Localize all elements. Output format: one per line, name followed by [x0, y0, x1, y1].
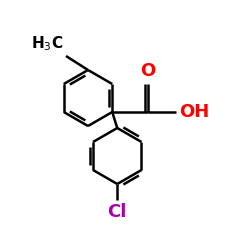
Text: O: O [140, 62, 156, 80]
Text: Cl: Cl [108, 203, 127, 221]
Text: OH: OH [179, 103, 210, 121]
Text: H$_3$C: H$_3$C [31, 34, 63, 53]
